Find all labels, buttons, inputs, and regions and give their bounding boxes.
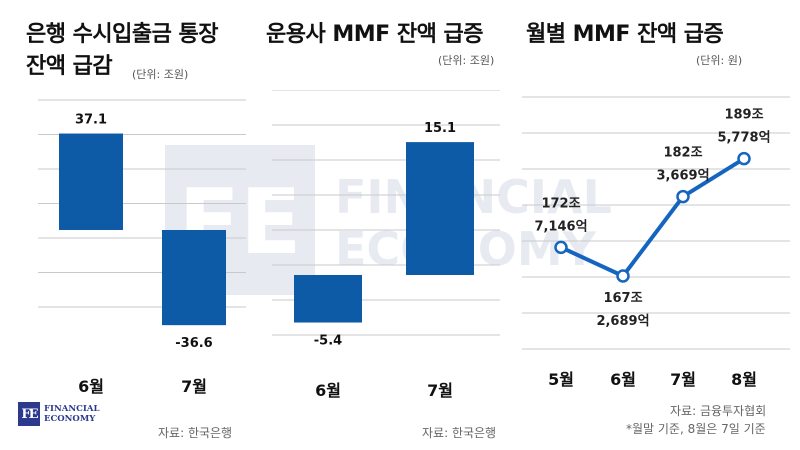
brand-logo: FE FINANCIAL ECONOMY [18, 402, 99, 426]
data-label-1-0: 167조 [603, 291, 642, 306]
data-label-2-1: 3,669억 [656, 169, 709, 184]
data-label-1: 15.1 [424, 121, 456, 136]
source-left: 자료: 한국은행 [158, 426, 233, 440]
bar-1 [406, 142, 474, 275]
data-point-2 [676, 189, 690, 204]
logo-text-line1: FINANCIAL [44, 404, 100, 414]
category-label-0: 5월 [548, 370, 574, 389]
data-label-0-0: 172조 [541, 196, 580, 211]
data-point-1 [616, 269, 630, 283]
data-label-3-1: 5,778억 [717, 131, 770, 146]
category-label-2: 7월 [670, 370, 696, 389]
line-chart-right: 172조 7,146억 5월 167조 2,689억 6월 182조 3,669억 7월 189조… [522, 96, 790, 389]
data-label-0: 37.1 [75, 113, 107, 128]
source-right: 자료: 금융투자협회 [670, 404, 767, 418]
category-label-1: 7월 [181, 377, 207, 396]
data-label-1-1: 2,689억 [596, 314, 649, 329]
unit-label-right: (단위: 원) [696, 54, 743, 67]
category-label-1: 7월 [427, 381, 453, 400]
source-mid: 자료: 한국은행 [422, 426, 497, 440]
data-point-3 [737, 151, 751, 166]
chart-title-mid: 운용사 MMF 잔액 급증 [266, 22, 483, 47]
footnote-right: *월말 기준, 8월은 7일 기준 [626, 422, 766, 436]
bar-0 [294, 275, 362, 323]
logo-text: FINANCIAL ECONOMY [44, 404, 99, 424]
data-label-0: -5.4 [314, 334, 342, 349]
panel-mid: 운용사 MMF 잔액 급증 (단위: 조원) -5.4 6월 15.1 7월 자료: … [260, 0, 510, 450]
panel-right: 월별 MMF 잔액 급증 (단위: 원) 172조 7,146억 5월 167조 2,6… [510, 0, 800, 450]
panel-left: 은행 수시입출금 통장 잔액 급감 (단위: 조원) 37.1 6월 -36.6 7월… [0, 0, 260, 450]
logo-text-line2: ECONOMY [44, 414, 96, 424]
category-label-3: 8월 [731, 370, 757, 389]
series-line [560, 156, 746, 278]
category-label-0: 6월 [78, 377, 104, 396]
chart-title-left-line2: 잔액 급감 [26, 54, 113, 79]
unit-label-left: (단위: 조원) [132, 68, 189, 81]
bar-chart-mid: -5.4 6월 15.1 7월 [272, 90, 500, 400]
category-label-1: 6월 [610, 370, 636, 389]
bar-chart-left: 37.1 6월 -36.6 7월 [38, 99, 246, 396]
bar-1 [162, 230, 226, 326]
logo-mark: FE [18, 402, 40, 426]
chart-title-left-line1: 은행 수시입출금 통장 [26, 22, 218, 47]
category-label-0: 6월 [315, 381, 341, 400]
data-label-1: -36.6 [175, 336, 212, 351]
data-point-0 [554, 240, 568, 255]
data-label-3-0: 189조 [724, 108, 763, 123]
data-label-2-0: 182조 [663, 146, 702, 161]
data-label-0-1: 7,146억 [534, 219, 587, 234]
chart-title-right: 월별 MMF 잔액 급증 [526, 22, 724, 47]
bar-0 [59, 133, 123, 230]
unit-label-mid: (단위: 조원) [438, 54, 495, 67]
